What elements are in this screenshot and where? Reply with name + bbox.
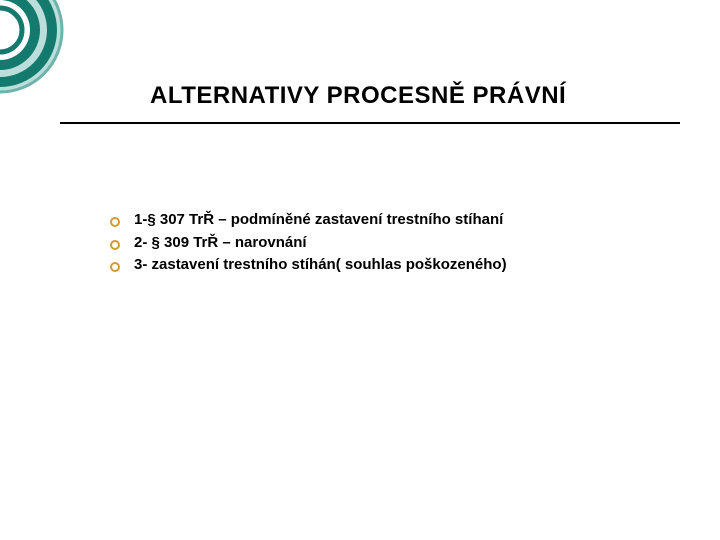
bullet-icon xyxy=(110,262,120,272)
bullet-icon xyxy=(110,217,120,227)
list-item: 2- § 309 TrŘ – narovnání xyxy=(110,233,670,253)
list-item: 1-§ 307 TrŘ – podmíněné zastavení trestn… xyxy=(110,210,670,230)
bullet-icon xyxy=(110,240,120,250)
bullet-text: 3- zastavení trestního stíhán( souhlas p… xyxy=(134,255,507,275)
bullet-list: 1-§ 307 TrŘ – podmíněné zastavení trestn… xyxy=(110,210,670,278)
bullet-text: 2- § 309 TrŘ – narovnání xyxy=(134,233,307,253)
title-block: ALTERNATIVY PROCESNĚ PRÁVNÍ xyxy=(150,82,670,110)
title-underline xyxy=(60,122,680,124)
page-title: ALTERNATIVY PROCESNĚ PRÁVNÍ xyxy=(150,82,670,110)
list-item: 3- zastavení trestního stíhán( souhlas p… xyxy=(110,255,670,275)
corner-circle-decoration xyxy=(0,0,70,100)
bullet-text: 1-§ 307 TrŘ – podmíněné zastavení trestn… xyxy=(134,210,503,230)
slide: ALTERNATIVY PROCESNĚ PRÁVNÍ 1-§ 307 TrŘ … xyxy=(0,0,720,540)
